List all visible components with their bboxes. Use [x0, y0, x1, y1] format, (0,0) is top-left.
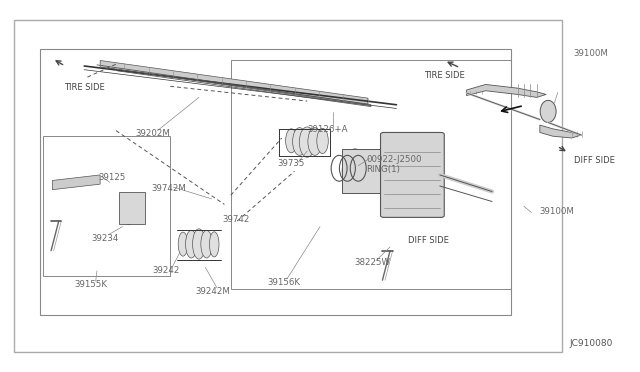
- Ellipse shape: [186, 230, 197, 258]
- Text: 39242M: 39242M: [195, 287, 230, 296]
- Bar: [14, 20, 562, 352]
- FancyBboxPatch shape: [381, 132, 444, 217]
- Text: 39742: 39742: [222, 215, 250, 224]
- Text: TIRE SIDE: TIRE SIDE: [424, 71, 465, 80]
- Ellipse shape: [121, 193, 137, 225]
- Text: 39742M: 39742M: [151, 184, 186, 193]
- Text: 39100M: 39100M: [540, 207, 575, 217]
- Bar: [119, 192, 145, 224]
- Text: TIRE SIDE: TIRE SIDE: [64, 83, 104, 92]
- Ellipse shape: [193, 229, 205, 259]
- Ellipse shape: [285, 129, 297, 153]
- Ellipse shape: [300, 127, 316, 157]
- Text: 39234: 39234: [91, 234, 118, 243]
- Ellipse shape: [201, 230, 212, 258]
- Bar: [231, 61, 511, 289]
- Text: RING(1): RING(1): [366, 164, 400, 173]
- Polygon shape: [52, 175, 100, 190]
- Text: 39125: 39125: [99, 173, 125, 182]
- Polygon shape: [467, 84, 546, 97]
- Ellipse shape: [292, 128, 307, 155]
- Ellipse shape: [540, 100, 556, 122]
- Bar: [342, 149, 381, 193]
- Text: DIFF SIDE: DIFF SIDE: [573, 155, 614, 165]
- Text: 00922-J2500: 00922-J2500: [366, 155, 421, 164]
- Text: 39242: 39242: [152, 266, 179, 275]
- Polygon shape: [100, 61, 368, 104]
- Bar: [43, 136, 170, 276]
- Text: JC910080: JC910080: [570, 340, 613, 349]
- Polygon shape: [540, 125, 581, 138]
- Text: 39100M: 39100M: [573, 49, 609, 58]
- Text: 39126+A: 39126+A: [307, 125, 348, 134]
- Ellipse shape: [178, 232, 188, 256]
- Ellipse shape: [209, 232, 219, 257]
- Bar: [40, 49, 511, 315]
- Text: 39735: 39735: [278, 158, 305, 168]
- Text: 39155K: 39155K: [74, 280, 107, 289]
- Ellipse shape: [342, 149, 368, 193]
- Text: 39202M: 39202M: [136, 129, 170, 138]
- Text: DIFF SIDE: DIFF SIDE: [408, 236, 449, 245]
- Ellipse shape: [308, 128, 322, 155]
- Text: 38225W: 38225W: [355, 258, 390, 267]
- Ellipse shape: [317, 128, 328, 154]
- Text: 39156K: 39156K: [267, 278, 300, 287]
